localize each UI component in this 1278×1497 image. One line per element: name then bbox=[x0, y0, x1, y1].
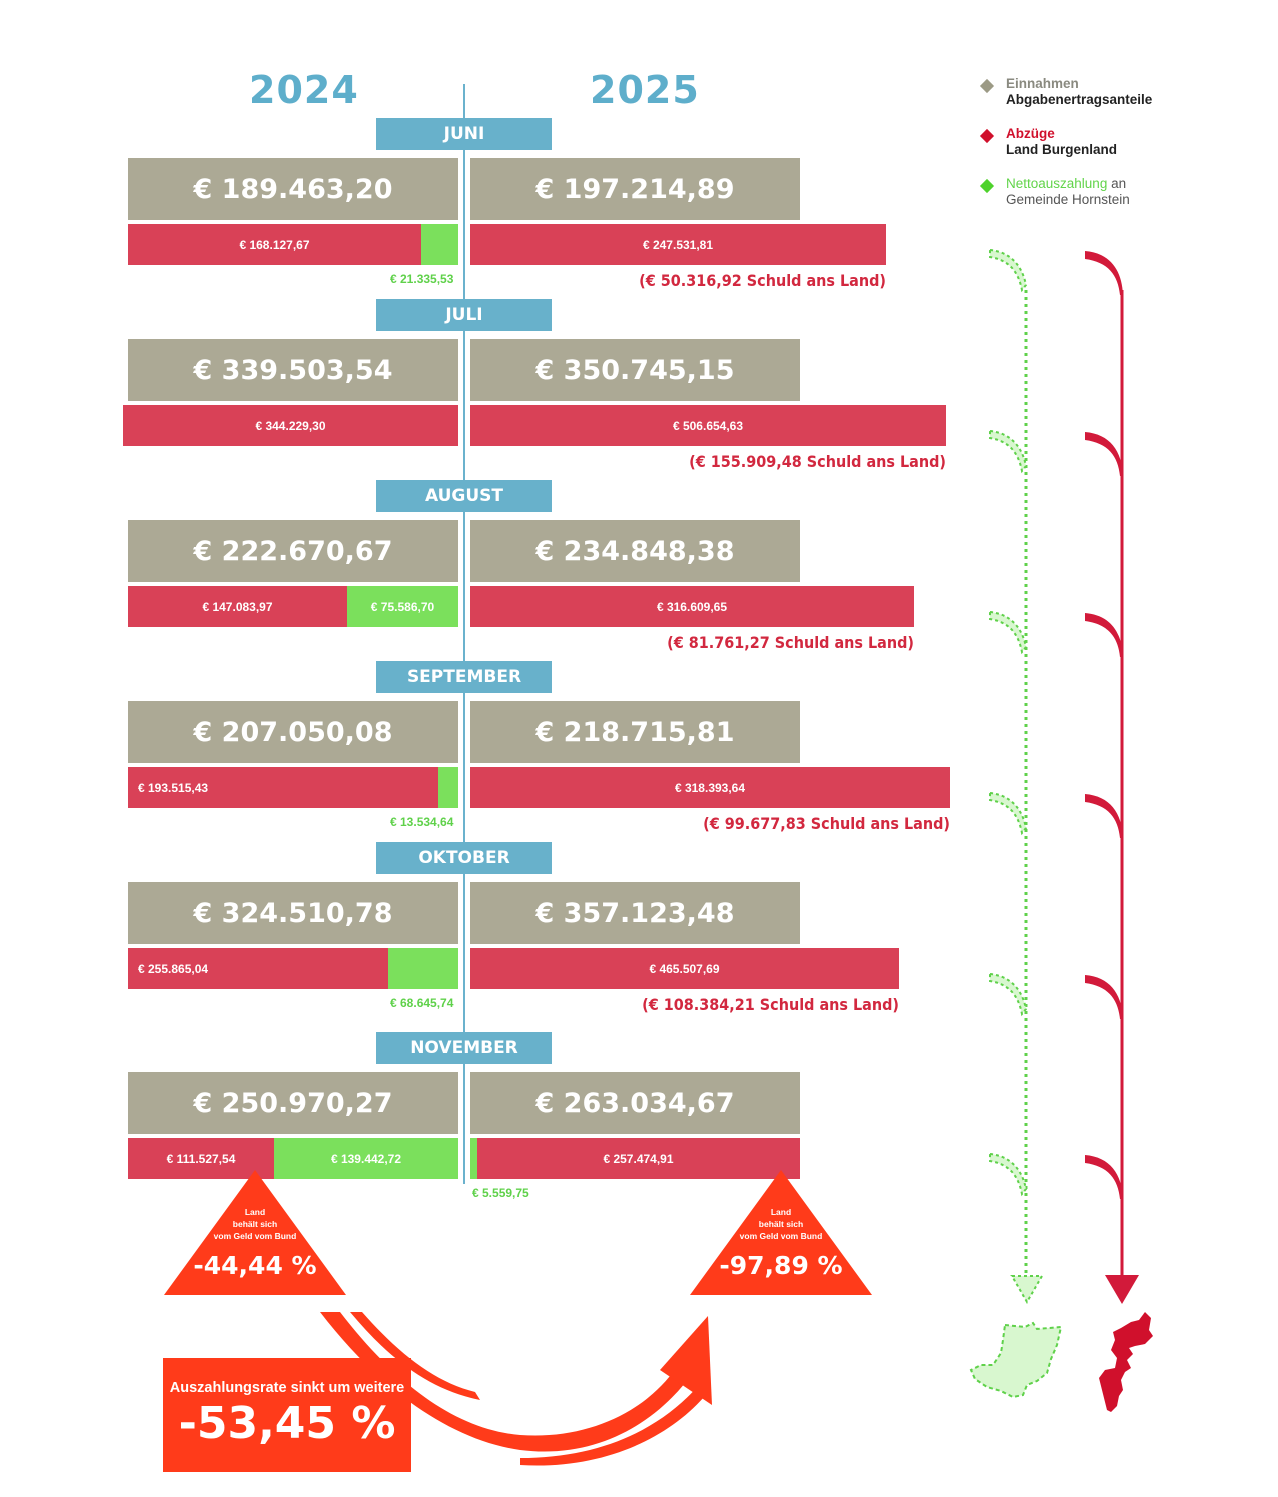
deduction-segment: € 344.229,30 bbox=[123, 405, 458, 446]
income-2024-oktober: € 324.510,78 bbox=[128, 882, 458, 944]
caption-line: behält sich bbox=[758, 1219, 804, 1229]
triangle-2025-value: -97,89 % bbox=[719, 1251, 843, 1280]
triangle-2024 bbox=[164, 1170, 346, 1295]
deduction-segment: € 506.654,63 bbox=[470, 405, 946, 446]
triangle-2024-value: -44,44 % bbox=[193, 1251, 317, 1280]
legend-income-line2: Abgabenertragsanteile bbox=[1006, 92, 1153, 107]
net-segment bbox=[438, 767, 458, 808]
bar-2025-november: € 257.474,91 bbox=[470, 1138, 800, 1179]
deduction-segment: € 255.865,04 bbox=[128, 948, 388, 989]
deduction-segment: € 318.393,64 bbox=[470, 767, 950, 808]
income-2025-oktober: € 357.123,48 bbox=[470, 882, 800, 944]
deduction-segment: € 465.507,69 bbox=[470, 948, 899, 989]
callout-value: -53,45 % bbox=[178, 1398, 396, 1449]
deduction-segment: € 257.474,91 bbox=[477, 1138, 800, 1179]
deduction-segment: € 247.531,81 bbox=[470, 224, 886, 265]
legend-net: Nettoauszahlung an Gemeinde Hornstein bbox=[979, 176, 1130, 208]
hornstein-map-icon bbox=[969, 1321, 1063, 1399]
caption-line: Land bbox=[770, 1207, 792, 1217]
income-2025-august: € 234.848,38 bbox=[470, 520, 800, 582]
legend-deduction-line1: Abzüge bbox=[1006, 126, 1055, 141]
net-label-2025-november: € 5.559,75 bbox=[472, 1186, 529, 1200]
income-2024-juni: € 189.463,20 bbox=[128, 158, 458, 220]
legend-net-line2: Gemeinde Hornstein bbox=[1006, 192, 1130, 207]
center-axis-line bbox=[463, 84, 465, 1184]
legend-net-suffix: an bbox=[1107, 176, 1127, 191]
legend-income: Einnahmen Abgabenertragsanteile bbox=[979, 76, 1153, 108]
debt-label-2025-oktober: (€ 108.384,21 Schuld ans Land) bbox=[642, 995, 899, 1014]
income-2025-juni: € 197.214,89 bbox=[470, 158, 800, 220]
bar-2025-juni: € 247.531,81 bbox=[470, 224, 886, 265]
bar-2025-september: € 318.393,64 bbox=[470, 767, 950, 808]
triangle-2025 bbox=[690, 1170, 872, 1295]
caption-line: vom Geld vom Bund bbox=[739, 1231, 823, 1241]
net-label-2024-juni: € 21.335,53 bbox=[390, 272, 454, 286]
month-band-juni: JUNI bbox=[376, 118, 552, 150]
income-2024-november: € 250.970,27 bbox=[128, 1072, 458, 1134]
month-band-august: AUGUST bbox=[376, 480, 552, 512]
burgenland-map-icon bbox=[1099, 1312, 1153, 1412]
net-segment: € 75.586,70 bbox=[347, 586, 458, 627]
bar-2024-november: € 111.527,54 € 139.442,72 bbox=[128, 1138, 458, 1179]
diamond-icon bbox=[979, 128, 995, 144]
year-2025-label: 2025 bbox=[590, 68, 700, 112]
income-2025-november: € 263.034,67 bbox=[470, 1072, 800, 1134]
income-2024-august: € 222.670,67 bbox=[128, 520, 458, 582]
debt-label-2025-september: (€ 99.677,83 Schuld ans Land) bbox=[703, 814, 950, 833]
bar-2025-juli: € 506.654,63 bbox=[470, 405, 946, 446]
month-band-november: NOVEMBER bbox=[376, 1032, 552, 1064]
net-segment bbox=[421, 224, 458, 265]
caption-line: Land bbox=[244, 1207, 266, 1217]
deduction-segment: € 111.527,54 bbox=[128, 1138, 274, 1179]
deduction-segment: € 316.609,65 bbox=[470, 586, 914, 627]
triangle-2024-caption: Land behält sich vom Geld vom Bund bbox=[195, 1206, 315, 1242]
caption-line: vom Geld vom Bund bbox=[213, 1231, 297, 1241]
net-segment bbox=[388, 948, 458, 989]
net-label-2024-oktober: € 68.645,74 bbox=[390, 996, 454, 1010]
deduction-segment: € 168.127,67 bbox=[128, 224, 421, 265]
caption-line: behält sich bbox=[232, 1219, 278, 1229]
month-band-september: SEPTEMBER bbox=[376, 661, 552, 693]
debt-label-2025-juni: (€ 50.316,92 Schuld ans Land) bbox=[639, 271, 886, 290]
bar-2025-oktober: € 465.507,69 bbox=[470, 948, 899, 989]
net-segment: € 139.442,72 bbox=[274, 1138, 458, 1179]
diamond-icon bbox=[979, 178, 995, 194]
legend-income-line1: Einnahmen bbox=[1006, 76, 1079, 91]
bar-2024-juni: € 168.127,67 bbox=[128, 224, 458, 265]
income-2024-september: € 207.050,08 bbox=[128, 701, 458, 763]
bar-2024-oktober: € 255.865,04 bbox=[128, 948, 458, 989]
income-2024-juli: € 339.503,54 bbox=[128, 339, 458, 401]
debt-label-2025-juli: (€ 155.909,48 Schuld ans Land) bbox=[689, 452, 946, 471]
legend-deduction: Abzüge Land Burgenland bbox=[979, 126, 1117, 158]
legend-net-line1: Nettoauszahlung bbox=[1006, 176, 1108, 191]
payout-rate-callout: Auszahlungsrate sinkt um weitere -53,45 … bbox=[163, 1358, 411, 1472]
diamond-icon bbox=[979, 78, 995, 94]
triangle-2025-caption: Land behält sich vom Geld vom Bund bbox=[721, 1206, 841, 1242]
bar-2024-juli: € 344.229,30 bbox=[123, 405, 458, 446]
callout-label: Auszahlungsrate sinkt um weitere bbox=[169, 1380, 405, 1396]
debt-label-2025-august: (€ 81.761,27 Schuld ans Land) bbox=[667, 633, 914, 652]
month-band-oktober: OKTOBER bbox=[376, 842, 552, 874]
year-2024-label: 2024 bbox=[249, 68, 359, 112]
bar-2025-august: € 316.609,65 bbox=[470, 586, 914, 627]
bar-2024-august: € 147.083,97 € 75.586,70 bbox=[128, 586, 458, 627]
legend-deduction-line2: Land Burgenland bbox=[1006, 142, 1117, 157]
deduction-segment: € 193.515,43 bbox=[128, 767, 438, 808]
net-label-2024-september: € 13.534,64 bbox=[390, 815, 454, 829]
income-2025-september: € 218.715,81 bbox=[470, 701, 800, 763]
net-segment bbox=[470, 1138, 477, 1179]
flow-arrows bbox=[989, 248, 1139, 1305]
bar-2024-september: € 193.515,43 bbox=[128, 767, 458, 808]
deduction-segment: € 147.083,97 bbox=[128, 586, 347, 627]
income-2025-juli: € 350.745,15 bbox=[470, 339, 800, 401]
month-band-juli: JULI bbox=[376, 299, 552, 331]
